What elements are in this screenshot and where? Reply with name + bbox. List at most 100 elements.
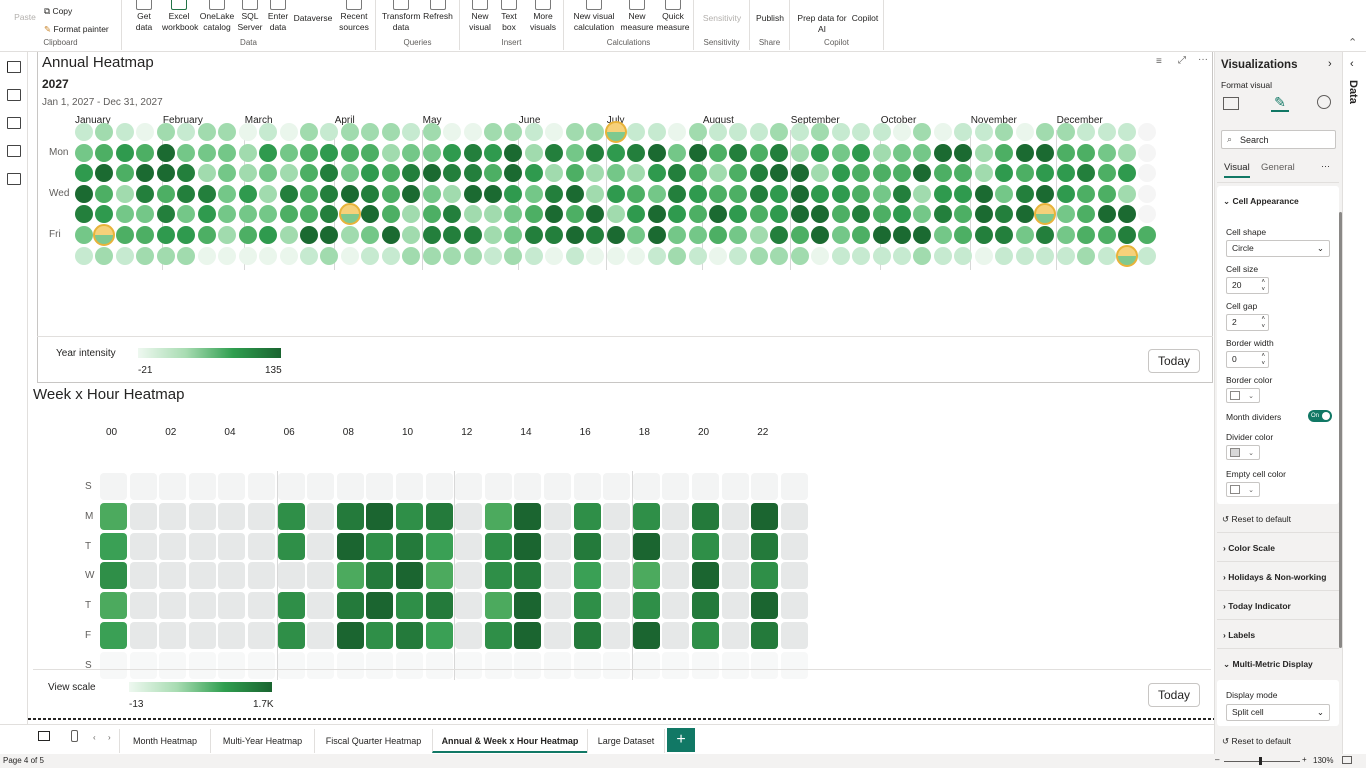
day-cell[interactable] xyxy=(954,164,973,183)
day-cell[interactable] xyxy=(177,123,196,141)
day-cell[interactable] xyxy=(1056,205,1075,224)
hour-cell[interactable] xyxy=(396,502,423,530)
hour-cell[interactable] xyxy=(129,592,157,620)
focus-mode-icon[interactable]: ⤢ xyxy=(1178,55,1186,66)
hour-cell[interactable] xyxy=(307,532,335,560)
day-cell[interactable] xyxy=(606,246,625,265)
day-cell[interactable] xyxy=(586,184,605,203)
hour-cell[interactable] xyxy=(336,651,364,679)
day-cell[interactable] xyxy=(811,226,830,244)
day-cell[interactable] xyxy=(299,164,318,183)
day-cell[interactable] xyxy=(708,205,727,224)
new-visual-calc-button[interactable]: New visual calculation xyxy=(568,0,620,32)
refresh-button[interactable]: Refresh xyxy=(422,0,454,22)
day-cell[interactable] xyxy=(954,226,973,244)
day-cell[interactable] xyxy=(893,164,911,183)
day-cell[interactable] xyxy=(995,205,1014,224)
day-cell[interactable] xyxy=(361,184,380,203)
day-cell[interactable] xyxy=(177,184,196,203)
day-cell[interactable] xyxy=(668,246,687,265)
hour-cell[interactable] xyxy=(455,562,483,590)
zoom-out-icon[interactable]: – xyxy=(1215,755,1220,764)
day-cell[interactable] xyxy=(893,246,911,265)
hour-cell[interactable] xyxy=(100,532,127,560)
day-cell[interactable] xyxy=(156,143,175,162)
hour-cell[interactable] xyxy=(455,592,483,620)
day-cell[interactable] xyxy=(136,184,155,203)
day-cell[interactable] xyxy=(565,164,584,183)
hour-cell[interactable] xyxy=(544,592,571,620)
report-view-icon[interactable] xyxy=(7,61,21,73)
day-cell[interactable] xyxy=(913,184,932,203)
day-cell[interactable] xyxy=(1097,226,1116,244)
tmdl-view-icon[interactable] xyxy=(7,173,21,185)
day-cell[interactable] xyxy=(545,205,564,224)
hour-cell[interactable] xyxy=(307,622,335,649)
day-cell[interactable] xyxy=(156,184,175,203)
day-cell[interactable] xyxy=(852,226,871,244)
weekhour-today-button[interactable]: Today xyxy=(1148,683,1200,707)
tab-fiscal-quarter-heatmap[interactable]: Fiscal Quarter Heatmap xyxy=(314,729,432,753)
day-cell[interactable] xyxy=(790,143,809,162)
hour-cell[interactable] xyxy=(248,651,275,679)
day-cell[interactable] xyxy=(565,205,584,224)
day-cell[interactable] xyxy=(1077,226,1096,244)
hour-cell[interactable] xyxy=(632,622,660,649)
day-cell[interactable] xyxy=(1138,246,1157,265)
day-cell[interactable] xyxy=(586,164,605,183)
day-cell[interactable] xyxy=(565,226,584,244)
hour-cell[interactable] xyxy=(396,532,423,560)
day-cell[interactable] xyxy=(402,205,421,224)
day-cell[interactable] xyxy=(361,246,380,265)
day-cell[interactable] xyxy=(402,164,421,183)
day-cell[interactable] xyxy=(259,184,278,203)
hour-cell[interactable] xyxy=(188,473,216,500)
highlight-day-marker[interactable] xyxy=(93,224,116,246)
prep-data-ai-button[interactable]: Prep data for AI xyxy=(797,13,847,34)
hour-cell[interactable] xyxy=(780,651,808,679)
day-cell[interactable] xyxy=(1056,184,1075,203)
day-cell[interactable] xyxy=(811,184,830,203)
hour-cell[interactable] xyxy=(514,651,542,679)
day-cell[interactable] xyxy=(831,246,850,265)
day-cell[interactable] xyxy=(381,184,400,203)
day-cell[interactable] xyxy=(524,205,543,224)
day-cell[interactable] xyxy=(852,123,871,141)
day-cell[interactable] xyxy=(627,164,646,183)
day-cell[interactable] xyxy=(279,226,298,244)
hour-cell[interactable] xyxy=(514,592,542,620)
day-cell[interactable] xyxy=(1117,123,1136,141)
hour-cell[interactable] xyxy=(396,622,423,649)
hour-cell[interactable] xyxy=(721,562,749,590)
day-cell[interactable] xyxy=(422,164,441,183)
day-cell[interactable] xyxy=(95,164,114,183)
day-cell[interactable] xyxy=(647,164,666,183)
hour-cell[interactable] xyxy=(721,532,749,560)
day-cell[interactable] xyxy=(586,143,605,162)
day-cell[interactable] xyxy=(893,205,911,224)
day-cell[interactable] xyxy=(933,205,952,224)
day-cell[interactable] xyxy=(75,205,93,224)
day-cell[interactable] xyxy=(1077,205,1096,224)
hour-cell[interactable] xyxy=(307,651,335,679)
day-cell[interactable] xyxy=(913,143,932,162)
day-cell[interactable] xyxy=(238,143,257,162)
day-cell[interactable] xyxy=(627,205,646,224)
hour-cell[interactable] xyxy=(780,532,808,560)
day-cell[interactable] xyxy=(586,205,605,224)
day-cell[interactable] xyxy=(995,184,1014,203)
day-cell[interactable] xyxy=(708,123,727,141)
hour-cell[interactable] xyxy=(780,622,808,649)
today-indicator-header[interactable]: › Today Indicator xyxy=(1223,601,1291,611)
day-cell[interactable] xyxy=(647,226,666,244)
hour-cell[interactable] xyxy=(425,562,453,590)
day-cell[interactable] xyxy=(75,164,93,183)
hour-cell[interactable] xyxy=(336,532,364,560)
day-cell[interactable] xyxy=(484,184,502,203)
hour-cell[interactable] xyxy=(425,473,453,500)
day-cell[interactable] xyxy=(790,226,809,244)
day-cell[interactable] xyxy=(565,184,584,203)
day-cell[interactable] xyxy=(259,143,278,162)
hour-cell[interactable] xyxy=(336,622,364,649)
day-cell[interactable] xyxy=(197,246,216,265)
